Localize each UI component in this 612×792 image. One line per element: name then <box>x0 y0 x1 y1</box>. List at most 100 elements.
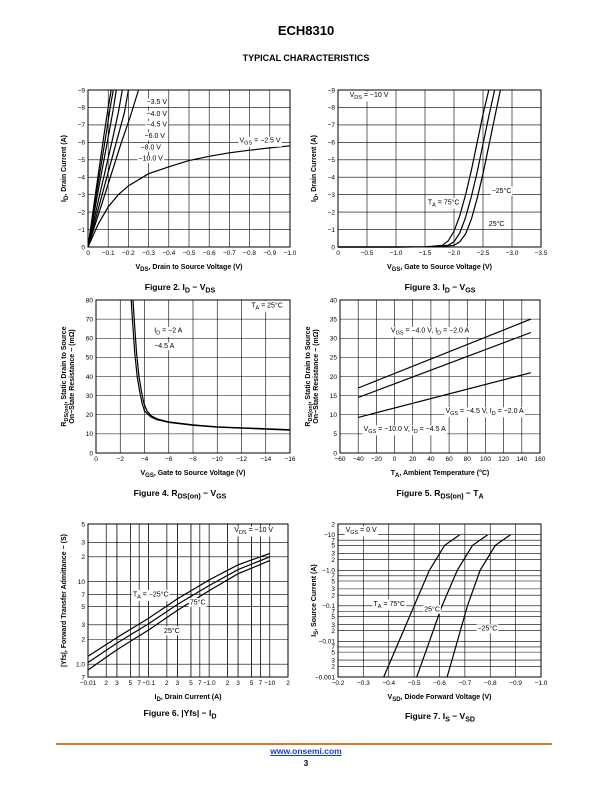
y-tick-label: 30 <box>86 393 94 400</box>
y-tick-label: 5 <box>331 578 335 585</box>
y-tick-label: 2 <box>331 521 335 528</box>
figure-2-chart: 0 −0.1 −0.2 −0.3 −0.4 −0.5 −0.6 −0.7 −0.8 −0.9 −1.… <box>61 87 297 273</box>
annotation-background <box>145 121 169 130</box>
x-tick-label: −0.2 <box>332 680 345 687</box>
x-tick-label: −2.0 <box>448 250 461 257</box>
annotation-label: VGS = −10.0 V, ID = −4.5 A <box>364 426 446 435</box>
y-tick-label: 1.0 <box>76 662 85 669</box>
series-line <box>357 318 532 389</box>
x-tick-label: −0.9 <box>509 680 522 687</box>
y-tick-label: 5 <box>331 543 335 550</box>
y-tick-label: 2 <box>331 592 335 599</box>
series-line <box>416 534 489 678</box>
x-tick-label: 160 <box>535 456 546 463</box>
annotation-background <box>163 626 181 636</box>
annotation-background <box>423 604 441 614</box>
y-tick-label: 3 <box>331 586 335 593</box>
y-tick-label: 35 <box>330 316 338 323</box>
y-tick-label: 30 <box>330 336 338 343</box>
figure-7-caption: Figure 7. IS − VSD <box>404 711 476 724</box>
x-tick-label: 120 <box>498 456 509 463</box>
y-tick-label: 10 <box>78 579 86 586</box>
series-line <box>87 89 112 248</box>
figure-3-caption: Figure 3. ID − VGS <box>404 282 476 295</box>
y-tick-label: 2 <box>331 664 335 671</box>
annotation-label: −4.5 A <box>154 343 174 350</box>
x-tick-label: 5 <box>250 680 254 687</box>
x-axis-label: VGS, Gate to Source Voltage (V) <box>387 264 492 273</box>
y-tick-label: −1 <box>78 227 86 234</box>
x-tick-label: −2.5 <box>477 250 490 257</box>
annotation-label: −25°C <box>492 187 512 195</box>
y-tick-label: −4 <box>78 175 86 182</box>
x-tick-label: −16 <box>284 456 295 463</box>
y-tick-label: −3 <box>78 192 86 199</box>
y-tick-label: 7 <box>331 573 335 580</box>
x-tick-label: −10 <box>264 680 275 687</box>
x-tick-label: 100 <box>480 456 491 463</box>
annotation-background <box>250 301 284 313</box>
x-tick-label: −12 <box>236 456 247 463</box>
x-tick-label: −0.8 <box>243 250 256 257</box>
annotation-background <box>153 327 184 338</box>
x-tick-label: −0.6 <box>203 250 216 257</box>
y-tick-label: −7 <box>328 122 336 129</box>
x-tick-label: −1.0 <box>284 250 297 257</box>
section-title: TYPICAL CHARACTERISTICS <box>242 53 370 63</box>
annotation-background <box>139 143 163 152</box>
annotation-label: 25°C <box>424 605 440 613</box>
y-tick-label: 40 <box>330 297 338 304</box>
x-tick-label: 2 <box>286 680 290 687</box>
x-tick-label: −10 <box>212 456 223 463</box>
y-tick-label: 2 <box>81 637 85 644</box>
series-line <box>87 89 117 248</box>
x-tick-label: −3.5 <box>535 250 548 257</box>
y-tick-label: 7 <box>81 592 85 599</box>
y-tick-label: 2 <box>331 557 335 564</box>
x-tick-label: 0 <box>393 456 397 463</box>
x-tick-label: 0 <box>94 456 98 463</box>
x-tick-label: 3 <box>115 680 119 687</box>
y-tick-label: −8 <box>78 105 86 112</box>
annotation-background <box>476 624 499 634</box>
y-tick-label: 2 <box>81 554 85 561</box>
x-tick-label: −1.0 <box>535 680 548 687</box>
x-tick-label: 3 <box>236 680 240 687</box>
series-line <box>338 89 501 248</box>
annotation-label: −4.0 V <box>147 111 168 118</box>
annotation-label: ID = −2 A <box>154 328 182 337</box>
x-tick-label: 40 <box>427 456 435 463</box>
annotation-label: VDS = −10 V <box>350 92 389 101</box>
x-axis-label: VDS, Drain to Source Voltage (V) <box>135 264 242 273</box>
y-tick-label: 2 <box>331 628 335 635</box>
figure-2-caption: Figure 2. ID − VDS <box>144 282 216 295</box>
page-header-part-number: ECH8310 <box>277 23 335 38</box>
annotation-label: VGS = −4.0 V, ID = −2.0 A <box>391 328 470 337</box>
annotation-background <box>238 136 282 147</box>
y-axis-label: |Yfs|, Forward Transfer Admittance − (S) <box>61 534 68 667</box>
annotation-background <box>143 132 167 141</box>
x-tick-label: 0 <box>336 250 340 257</box>
y-tick-label: −4 <box>328 175 336 182</box>
y-tick-label: −6 <box>328 140 336 147</box>
y-tick-label: 50 <box>86 355 94 362</box>
figure-7-chart: −0.2 −0.3 −0.4 −0.5 −0.6 −0.7 −0.8 −0.9 −1.0 −0.0… <box>311 521 548 703</box>
footer-website-link[interactable]: www.onsemi.com <box>270 746 342 756</box>
annotation-label: −10.0 V <box>139 156 164 163</box>
y-tick-label: 0 <box>81 244 85 251</box>
y-tick-label: −1 <box>328 227 336 234</box>
annotation-background <box>362 425 448 436</box>
figure-6-caption: Figure 6. |Yfs| − ID <box>143 708 217 721</box>
y-tick-label: 3 <box>331 657 335 664</box>
x-tick-label: −1.5 <box>419 250 432 257</box>
annotation-label: VDS = −10 V <box>234 527 273 536</box>
y-tick-label: 20 <box>330 374 338 381</box>
x-axis-label: ID, Drain Current (A) <box>155 694 222 703</box>
x-tick-label: −0.6 <box>433 680 446 687</box>
x-tick-label: 3 <box>176 680 180 687</box>
figure-4-caption: Figure 4. RDS(on) − VGS <box>133 488 227 501</box>
x-tick-label: −0.8 <box>484 680 497 687</box>
y-tick-label: 20 <box>86 412 94 419</box>
x-tick-label: −0.4 <box>162 250 175 257</box>
series-line <box>87 89 123 248</box>
